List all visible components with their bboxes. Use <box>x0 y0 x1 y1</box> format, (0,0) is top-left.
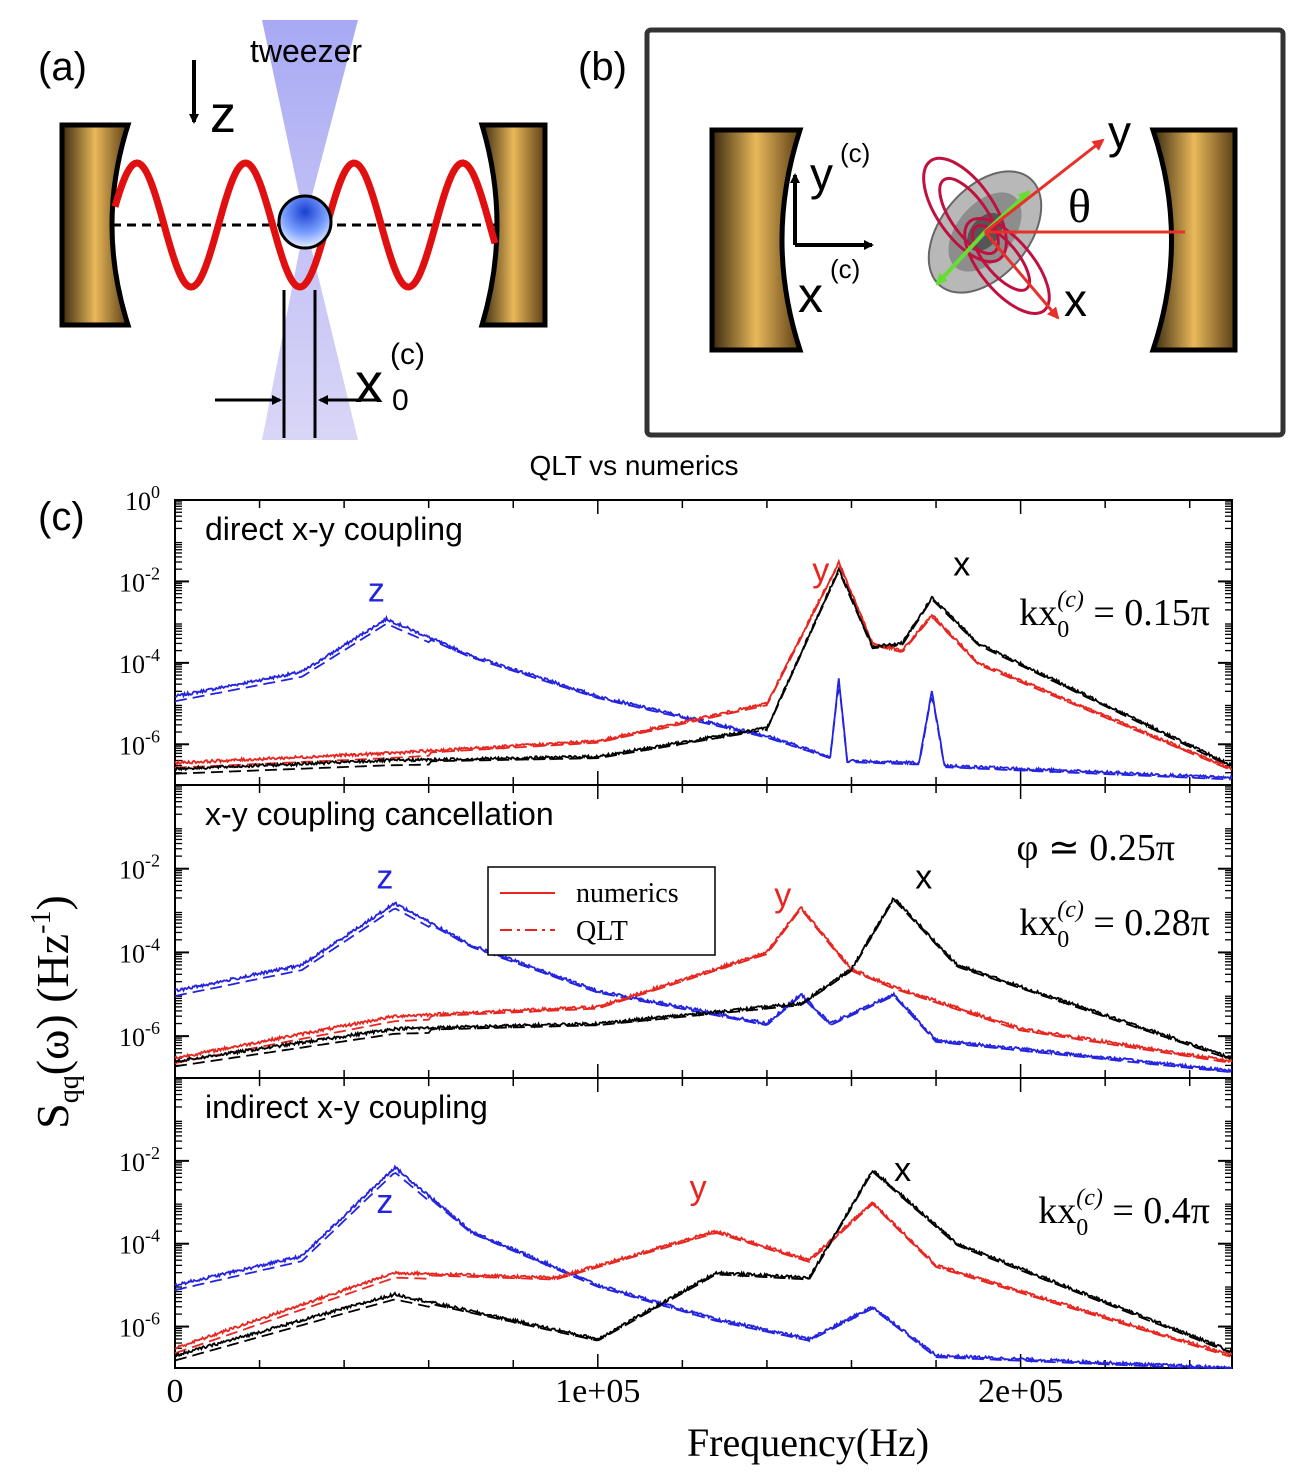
z-qlt-line <box>174 1171 1231 1369</box>
subplot-3: 10-2 10-4 10-6 indirect x-y coupling z y x kx0(… <box>119 1077 1233 1370</box>
legend: numerics QLT <box>487 866 716 956</box>
x-numerics-line <box>174 897 1233 1063</box>
panel-c-label: (c) <box>38 495 85 539</box>
y-numerics-line <box>174 906 1233 1064</box>
panel-b-label: (b) <box>578 45 627 89</box>
yc-label: y <box>810 148 833 200</box>
x-numerics-line <box>174 1169 1233 1358</box>
cavity-standing-wave <box>111 159 499 291</box>
x-label: x <box>1064 274 1087 326</box>
subplot-2: 10-2 10-4 10-6 x-y coupling cancellation z y x… <box>119 784 1233 1079</box>
peak-label-y: y <box>774 877 791 915</box>
peak-label-x: x <box>894 1151 911 1189</box>
subplot-title: direct x-y coupling <box>205 511 463 547</box>
x-qlt-line <box>174 1170 1231 1362</box>
y-axis-arrow <box>984 138 1105 234</box>
panel-c: QLT vs numerics (c) Sqq(ω) (Hz-1) 100 10-… <box>26 450 1233 1465</box>
left-mirror-b <box>709 127 804 353</box>
subplots: 100 10-2 10-4 10-6 direct x-y coupling z y x kx0… <box>119 482 1233 1370</box>
y-numerics-line <box>174 558 1233 771</box>
orbit-3 <box>963 217 1051 315</box>
subplot-annotation: kx0(c) = 0.15π <box>1019 587 1210 643</box>
xc-sup: (c) <box>830 254 860 284</box>
y-label: y <box>1108 106 1131 158</box>
y-tick-label: 10-6 <box>119 1018 160 1052</box>
tweezer-label: tweezer <box>250 33 362 69</box>
x0-sub: 0 <box>392 384 409 417</box>
x0-sup: (c) <box>390 338 425 371</box>
legend-box <box>487 866 716 956</box>
x-axis-arrow <box>983 231 1060 320</box>
y-tick-label: 100 <box>125 482 160 516</box>
panel-a-label: (a) <box>38 45 87 89</box>
y-qlt-line <box>174 1202 1231 1358</box>
y-tick-label: 10-2 <box>119 851 160 885</box>
peak-label-x: x <box>953 545 970 583</box>
subplot-1: 100 10-2 10-4 10-6 direct x-y coupling z y x kx0… <box>119 482 1233 786</box>
x-tick-label: 1e+05 <box>555 1373 640 1410</box>
subplot-annotation: φ ≃ 0.25π <box>1017 827 1175 869</box>
subplot-title: indirect x-y coupling <box>205 1089 488 1125</box>
x0-label: x <box>355 351 383 414</box>
right-mirror-b <box>1149 127 1238 353</box>
chart-title: QLT vs numerics <box>529 450 738 481</box>
peak-label-z: z <box>376 859 393 897</box>
x-tick-label: 0 <box>167 1373 184 1410</box>
peak-label-z: z <box>376 1183 393 1221</box>
nanoparticle <box>277 194 333 250</box>
legend-numerics: numerics <box>576 878 679 909</box>
xc-label: x <box>798 267 823 323</box>
peak-label-x: x <box>915 859 932 897</box>
y-axis-label: Sqq(ω) (Hz-1) <box>26 895 85 1129</box>
y-tick-label: 10-4 <box>119 645 160 679</box>
y-qlt-line <box>174 908 1231 1064</box>
yc-sup: (c) <box>840 138 870 168</box>
subplot-annotation: kx0(c) = 0.4π <box>1038 1185 1210 1241</box>
y-tick-label: 10-4 <box>119 934 160 968</box>
right-mirror <box>478 122 548 328</box>
orbit-1 <box>922 156 1008 264</box>
green-axis-down <box>935 230 987 286</box>
legend-qlt: QLT <box>576 916 628 947</box>
y-tick-label: 10-6 <box>119 726 160 760</box>
y-tick-label: 10-2 <box>119 563 160 597</box>
peak-label-y: y <box>690 1169 707 1207</box>
tweezer-beam <box>262 20 358 440</box>
x-tick-labels: 0 1e+05 2e+05 <box>167 1373 1064 1410</box>
plot-frame <box>174 1077 1233 1369</box>
x-axis-label: Frequency(Hz) <box>687 1420 929 1465</box>
y-tick-label: 10-6 <box>119 1309 160 1343</box>
subplot-title: x-y coupling cancellation <box>205 796 554 832</box>
z-label: z <box>210 86 236 144</box>
peak-label-z: z <box>368 571 385 609</box>
y-tick-label: 10-4 <box>119 1226 160 1260</box>
y-tick-label: 10-2 <box>119 1143 160 1177</box>
peak-label-y: y <box>812 551 829 589</box>
orbit-4 <box>971 224 1031 292</box>
x-numerics-line <box>174 566 1233 772</box>
y-numerics-line <box>174 1201 1233 1356</box>
z-numerics-line <box>174 614 1233 781</box>
z-numerics-line <box>174 1164 1232 1370</box>
orbit-2 <box>938 177 1000 255</box>
subplot-annotation: kx0(c) = 0.28π <box>1019 897 1210 953</box>
panel-a: (a) tweezer z x (c) 0 <box>38 20 548 440</box>
left-mirror <box>59 122 132 328</box>
panel-b: (b) y (c) x (c) y x θ <box>578 27 1286 438</box>
theta-label: θ <box>1068 180 1091 233</box>
x-tick-label: 2e+05 <box>978 1373 1063 1410</box>
